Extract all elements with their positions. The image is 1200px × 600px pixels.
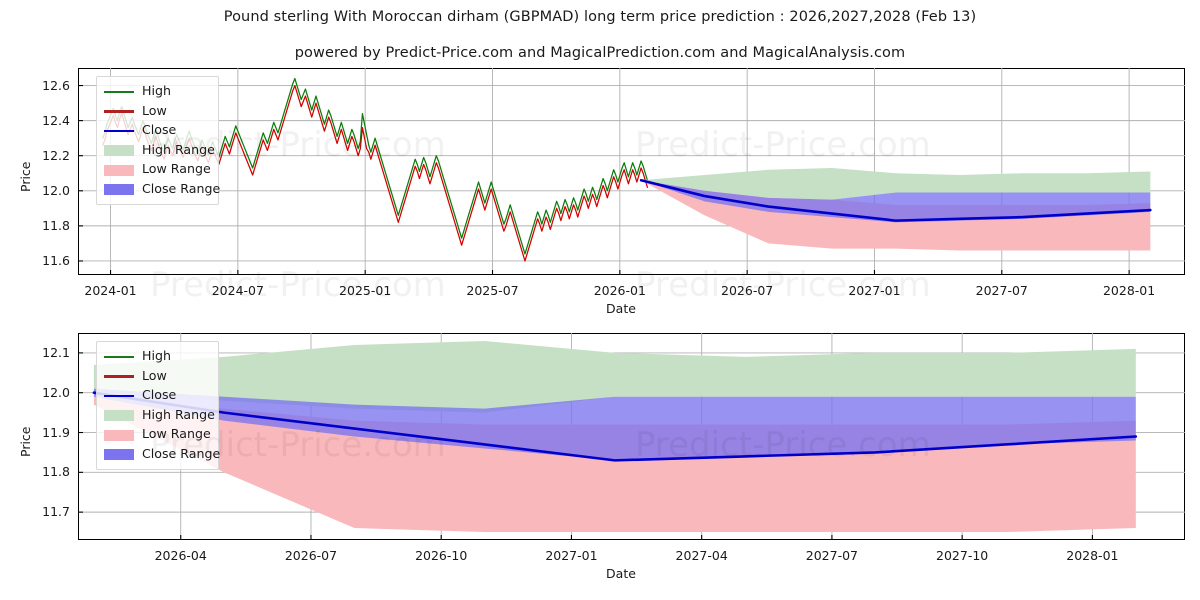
bottom-chart-svg: [78, 333, 1185, 540]
swatch: [104, 429, 134, 441]
top-legend-item-close[interactable]: Close: [104, 121, 209, 141]
top-legend-item-low-range[interactable]: Low Range: [104, 160, 211, 180]
y-tick-label: 12.0: [42, 182, 70, 198]
top-legend-item-high-range[interactable]: High Range: [104, 141, 215, 161]
x-tick-label: 2026-01: [593, 283, 646, 298]
legend-label: Low: [142, 102, 167, 118]
legend-patch-swatch-icon: [104, 163, 134, 177]
y-tick-label: 12.4: [42, 112, 70, 128]
close-range-band: [93, 388, 1136, 461]
x-tick-label: 2027-07: [805, 548, 859, 563]
y-tick-label: 11.8: [42, 464, 70, 480]
top-chart-panel: [78, 68, 1185, 275]
swatch: [104, 145, 134, 157]
swatch: [104, 184, 134, 196]
swatch: [104, 375, 134, 378]
page-subtitle: powered by Predict-Price.com and Magical…: [294, 45, 906, 61]
bottom-legend-item-low-range[interactable]: Low Range: [104, 425, 211, 445]
top-chart-svg: [78, 68, 1185, 275]
legend-label: Close: [142, 387, 177, 403]
legend-line-swatch-icon: [104, 124, 134, 138]
legend-label: Close Range: [142, 445, 221, 461]
bottom-x-axis-label: Date: [606, 566, 636, 581]
top-legend-item-close-range[interactable]: Close Range: [104, 180, 220, 200]
bottom-legend-item-close-range[interactable]: Close Range: [104, 445, 220, 465]
x-tick-label: 2026-07: [721, 283, 774, 298]
forecast-close-line: [92, 391, 1138, 462]
x-tick-label: 2026-07: [284, 548, 338, 563]
top-x-axis-label: Date: [606, 301, 636, 316]
swatch: [104, 449, 134, 461]
x-tick-label: 2024-01: [84, 283, 137, 298]
legend-line-swatch-icon: [104, 369, 134, 383]
swatch: [104, 410, 134, 422]
legend-patch-swatch-icon: [104, 182, 134, 196]
legend-label: High Range: [142, 141, 215, 157]
swatch: [104, 164, 134, 176]
top-chart-legend: High Low Close High Range Low Range Close Ran…: [96, 76, 220, 205]
legend-line-swatch-icon: [104, 104, 134, 118]
high-range-band: [641, 167, 1151, 200]
top-legend-item-low[interactable]: Low: [104, 102, 209, 122]
x-tick-label: 2026-10: [415, 548, 468, 563]
bottom-chart-panel: [78, 333, 1185, 540]
legend-line-swatch-icon: [104, 85, 134, 99]
swatch: [104, 90, 134, 94]
y-tick-label: 11.9: [42, 424, 70, 440]
legend-patch-swatch-icon: [104, 428, 134, 442]
y-tick-label: 12.6: [42, 77, 70, 93]
bottom-legend-item-low[interactable]: Low: [104, 367, 209, 387]
swatch: [104, 129, 134, 133]
legend-label: Low: [142, 367, 167, 383]
y-tick-label: 12.0: [42, 384, 70, 400]
bottom-legend-item-high-range[interactable]: High Range: [104, 406, 215, 426]
legend-label: Close Range: [142, 180, 221, 196]
x-tick-label: 2027-01: [848, 283, 901, 298]
x-tick-label: 2025-07: [466, 283, 519, 298]
high-range-band: [93, 340, 1136, 413]
legend-label: Close: [142, 122, 177, 138]
x-tick-label: 2027-04: [675, 548, 728, 563]
legend-label: Low Range: [142, 161, 211, 177]
x-tick-label: 2027-10: [936, 548, 989, 563]
legend-line-swatch-icon: [104, 350, 134, 364]
y-tick-label: 11.6: [42, 252, 70, 268]
bottom-legend-item-high[interactable]: High: [104, 347, 209, 367]
legend-patch-swatch-icon: [104, 408, 134, 422]
legend-patch-swatch-icon: [104, 143, 134, 157]
top-legend-item-high[interactable]: High: [104, 82, 209, 102]
bottom-legend-item-close[interactable]: Close: [104, 386, 209, 406]
swatch: [104, 394, 134, 398]
legend-label: High: [142, 348, 171, 364]
y-tick-label: 11.7: [42, 504, 70, 520]
y-tick-label: 11.8: [42, 217, 70, 233]
legend-patch-swatch-icon: [104, 447, 134, 461]
x-tick-label: 2028-01: [1066, 548, 1119, 563]
forecast-close-line: [639, 178, 1152, 222]
swatch: [104, 355, 134, 359]
bottom-chart-legend: High Low Close High Range Low Range Close Ran…: [96, 341, 220, 470]
y-tick-label: 12.2: [42, 147, 70, 163]
legend-label: High Range: [142, 406, 215, 422]
x-tick-label: 2027-01: [545, 548, 598, 563]
x-tick-label: 2028-01: [1102, 283, 1156, 298]
x-tick-label: 2024-07: [211, 283, 264, 298]
y-tick-label: 12.1: [42, 344, 70, 360]
swatch: [104, 110, 134, 113]
x-tick-label: 2026-04: [154, 548, 207, 563]
close-range-band: [641, 180, 1151, 223]
legend-line-swatch-icon: [104, 389, 134, 403]
legend-label: High: [142, 83, 171, 99]
page-title: Pound sterling With Moroccan dirham (GBP…: [223, 9, 977, 25]
x-tick-label: 2027-07: [975, 283, 1028, 298]
x-tick-label: 2025-01: [339, 283, 392, 298]
legend-label: Low Range: [142, 426, 211, 442]
